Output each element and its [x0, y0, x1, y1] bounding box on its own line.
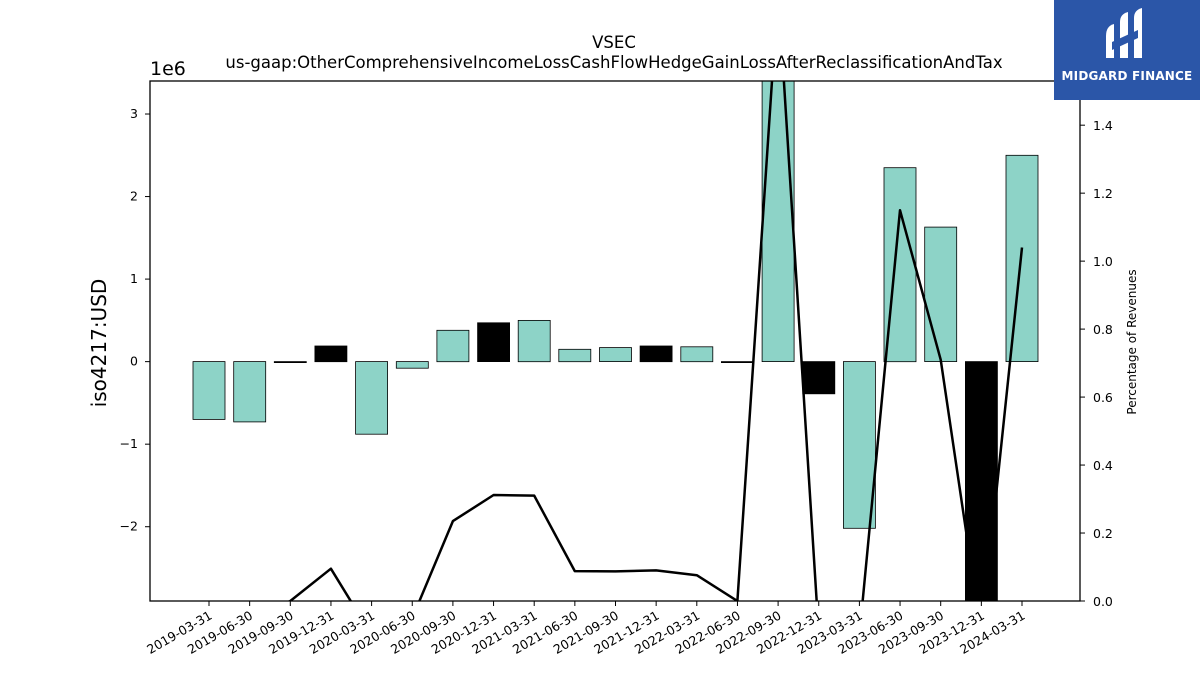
bar-2020-09-30: [436, 329, 470, 363]
y2-tick-label: 1.2: [1093, 186, 1113, 201]
y2-tick-label: 0.0: [1093, 594, 1113, 609]
y2-tick-label: 1.4: [1093, 118, 1113, 133]
y-axis-ticks: −2 −1 0 1 2 3: [120, 106, 150, 534]
percentage-line: [287, 81, 1024, 601]
y2-tick-label: 0.6: [1093, 390, 1113, 405]
bar-2019-09-30: [273, 361, 307, 364]
bar-2022-03-31: [680, 346, 714, 363]
y-tick-label: 0: [130, 354, 138, 369]
bar-2022-12-31: [802, 361, 836, 395]
y2-tick-label: 0.2: [1093, 526, 1113, 541]
y-tick-label: 1: [130, 271, 138, 286]
bar-2021-03-31: [517, 319, 551, 363]
bar-2021-06-30: [558, 348, 592, 363]
bar-2022-09-30: [761, 81, 795, 362]
y-axis-multiplier: 1e6: [150, 58, 186, 80]
y2-tick-label: 0.8: [1093, 322, 1113, 337]
bar-2023-03-31: [843, 361, 876, 529]
bars: [192, 81, 1039, 601]
bar-2021-09-30: [599, 347, 632, 363]
bar-2020-12-31: [477, 322, 511, 362]
chart-subtitle: us-gaap:OtherComprehensiveIncomeLossCash…: [225, 53, 1002, 72]
bar-2019-06-30: [233, 361, 267, 423]
y-tick-label: 2: [130, 189, 138, 204]
bar-2022-06-30: [721, 361, 754, 364]
bar-2021-12-31: [639, 345, 673, 363]
midgard-finance-logo: MIDGARD FINANCE: [1054, 0, 1200, 100]
bar-2019-12-31: [314, 345, 348, 363]
y2-tick-label: 1.0: [1093, 254, 1113, 269]
chart-title: VSEC: [592, 33, 636, 52]
y-tick-label: −1: [120, 436, 138, 451]
plot-frame: [149, 80, 1081, 602]
y-tick-label: 3: [130, 106, 138, 121]
bar-2020-06-30: [395, 361, 429, 369]
logo-text: MIDGARD FINANCE: [1061, 69, 1193, 83]
bar-2023-12-31: [965, 361, 998, 601]
x-axis-ticks: 2019-03-312019-06-302019-09-302019-12-31…: [144, 601, 1028, 657]
y-axis-label: iso4217:USD: [87, 279, 111, 408]
bar-2023-09-30: [924, 226, 958, 363]
percentage-line-path: [287, 81, 1024, 601]
midgard-logo-icon: [1106, 8, 1142, 58]
secondary-y-axis-ticks: 0.0 0.2 0.4 0.6 0.8 1.0 1.2 1.4: [1080, 118, 1113, 609]
bar-2019-03-31: [192, 361, 226, 420]
secondary-y-axis-label: Percentage of Revenues: [1125, 269, 1139, 414]
y-tick-label: −2: [120, 519, 138, 534]
y2-tick-label: 0.4: [1093, 458, 1113, 473]
bar-2020-03-31: [355, 361, 389, 435]
